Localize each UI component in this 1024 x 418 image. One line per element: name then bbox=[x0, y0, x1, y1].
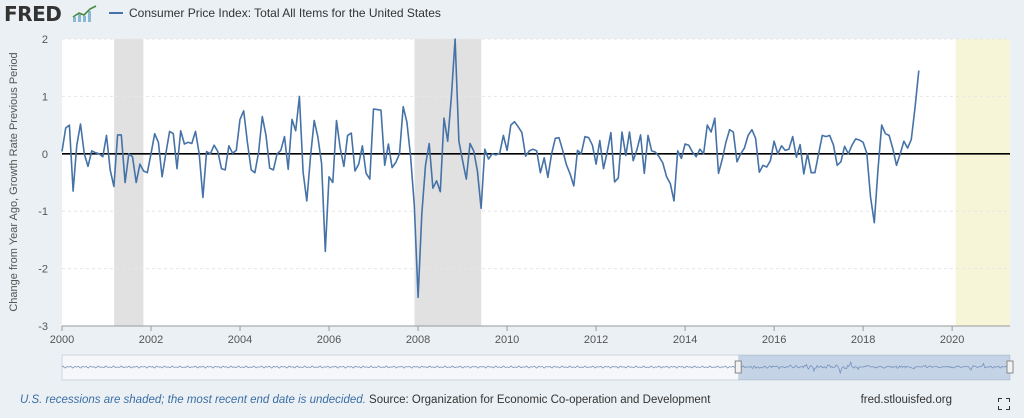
legend[interactable]: Consumer Price Index: Total All Items fo… bbox=[109, 6, 441, 20]
y-tick-label: 2 bbox=[42, 34, 48, 46]
x-tick-label: 2006 bbox=[317, 334, 341, 346]
expand-icon[interactable] bbox=[998, 398, 1010, 410]
y-tick-label: 0 bbox=[42, 149, 48, 161]
x-tick-label: 2004 bbox=[228, 334, 252, 346]
site-url[interactable]: fred.stlouisfed.org bbox=[860, 394, 952, 406]
x-tick-label: 2014 bbox=[673, 334, 697, 346]
series-line bbox=[61, 38, 920, 299]
chart-footnote: U.S. recessions are shaded; the most rec… bbox=[20, 394, 710, 406]
x-tick-label: 2008 bbox=[406, 334, 430, 346]
undecided-recession-band bbox=[955, 39, 1010, 326]
recession-band bbox=[114, 39, 144, 326]
chart[interactable]: 2 1 0 -1 -2 -3 2000 2002 2004 2006 2008 2010 2012 20… bbox=[0, 30, 1024, 388]
chart-header: FRED Consumer Price Index: Total All Ite… bbox=[0, 0, 1024, 30]
source-text: Source: Organization for Economic Co-ope… bbox=[369, 394, 711, 406]
x-tick-label: 2018 bbox=[851, 334, 875, 346]
x-tick-label: 2012 bbox=[584, 334, 608, 346]
x-tick-label: 2002 bbox=[139, 334, 163, 346]
y-tick-label: 1 bbox=[42, 91, 48, 103]
navigator-handle[interactable] bbox=[734, 360, 742, 374]
y-tick-label: -3 bbox=[38, 321, 48, 333]
navigator-series-line bbox=[61, 360, 1011, 375]
x-tick-label: 2010 bbox=[495, 334, 519, 346]
legend-swatch bbox=[109, 12, 123, 14]
x-tick-label: 2020 bbox=[940, 334, 964, 346]
navigator-handle[interactable] bbox=[1006, 360, 1014, 374]
navigator-selection[interactable] bbox=[738, 355, 1010, 380]
recession-band bbox=[414, 39, 482, 326]
legend-label: Consumer Price Index: Total All Items fo… bbox=[129, 6, 441, 20]
plot-background bbox=[62, 39, 1010, 326]
x-tick-label: 2000 bbox=[50, 334, 74, 346]
x-tick-label: 2016 bbox=[762, 334, 786, 346]
chart-sparkline-icon bbox=[72, 5, 97, 22]
y-tick-label: -1 bbox=[38, 206, 48, 218]
recession-note[interactable]: U.S. recessions are shaded; the most rec… bbox=[20, 394, 366, 406]
y-tick-label: -2 bbox=[38, 264, 48, 276]
fred-logo[interactable]: FRED bbox=[4, 2, 62, 26]
